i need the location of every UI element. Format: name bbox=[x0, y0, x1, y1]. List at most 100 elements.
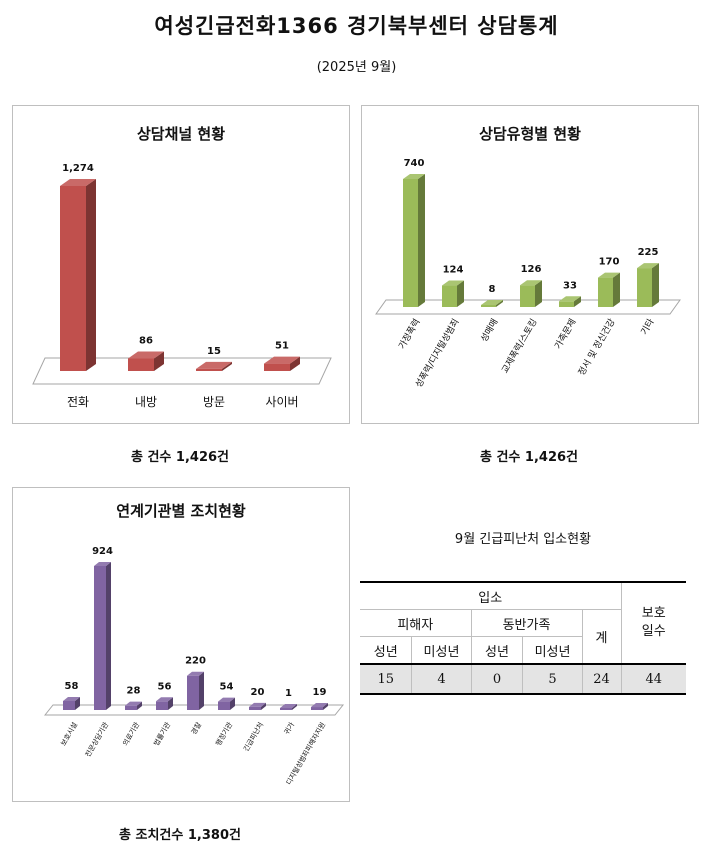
bar-1 bbox=[60, 179, 96, 371]
bar-front bbox=[520, 285, 535, 307]
bar-front bbox=[311, 707, 323, 710]
data-label: 20 bbox=[251, 687, 265, 698]
victim-minor-header: 미성년 bbox=[411, 636, 472, 665]
bar-side bbox=[292, 704, 297, 710]
bar-side bbox=[199, 671, 204, 710]
bar-side bbox=[496, 300, 503, 307]
bar-5 bbox=[559, 296, 581, 307]
data-label: 86 bbox=[139, 336, 153, 347]
data-label: 126 bbox=[521, 264, 542, 275]
bar-side bbox=[137, 701, 142, 710]
category-label: 기타 bbox=[639, 316, 657, 336]
bar-top bbox=[520, 280, 542, 286]
bar-front bbox=[63, 700, 75, 710]
data-label: 54 bbox=[220, 682, 234, 693]
bar-1 bbox=[63, 696, 80, 710]
bar-side bbox=[418, 174, 425, 307]
category-label: 방문 bbox=[203, 395, 225, 409]
bar-top bbox=[128, 351, 164, 359]
bar-side bbox=[168, 697, 173, 710]
bar-front bbox=[264, 363, 290, 371]
bar-side bbox=[106, 562, 111, 710]
bar-2 bbox=[94, 562, 111, 710]
bar-2 bbox=[128, 351, 164, 371]
type-chart: 상담유형별 현황 740 가정폭력 124 성폭력/디지털성범죄 8 성매매 126 교제폭력/… bbox=[375, 125, 681, 390]
category-label: 행정기관 bbox=[214, 720, 235, 747]
bar-top bbox=[264, 356, 300, 364]
bar-1 bbox=[403, 174, 425, 307]
bar-side bbox=[86, 179, 96, 371]
chart-panel-channel: 상담채널 현황 1,274 전화 86 내방 15 방문 51 사이버 bbox=[12, 105, 350, 424]
bar-front bbox=[196, 368, 222, 371]
bar-side bbox=[154, 351, 164, 371]
category-label: 전화 bbox=[67, 395, 89, 409]
bar-front bbox=[559, 301, 574, 307]
total-header: 계 bbox=[581, 609, 622, 665]
bar-front bbox=[187, 675, 199, 710]
bar-top bbox=[598, 272, 620, 278]
bar-3 bbox=[196, 361, 232, 371]
data-label: 19 bbox=[313, 687, 327, 698]
bar-front bbox=[128, 358, 154, 371]
category-label: 정서 및 정신건강 bbox=[575, 317, 617, 378]
family-adult-value: 0 bbox=[470, 663, 524, 695]
category-label: 가족문제 bbox=[553, 317, 579, 351]
bar-top bbox=[156, 697, 173, 702]
bar-top bbox=[637, 263, 659, 269]
protection-days-header-text: 보호 일수 bbox=[641, 606, 666, 639]
victim-adult-value: 15 bbox=[360, 663, 413, 695]
bar-top bbox=[311, 703, 328, 708]
bar-top bbox=[63, 696, 80, 701]
data-label: 51 bbox=[275, 341, 289, 352]
victim-header: 피해자 bbox=[360, 609, 472, 637]
category-label: 성매매 bbox=[479, 317, 501, 344]
data-label: 56 bbox=[158, 681, 172, 692]
family-header: 동반가족 bbox=[470, 609, 583, 637]
bar-side bbox=[261, 702, 266, 710]
victim-adult-header: 성년 bbox=[360, 636, 413, 665]
data-label: 124 bbox=[443, 265, 464, 276]
bar-6 bbox=[598, 272, 620, 307]
bar-front bbox=[94, 566, 106, 710]
admission-header: 입소 bbox=[360, 581, 622, 610]
category-label: 법률기관 bbox=[152, 720, 173, 747]
table-row: 15 4 0 5 24 44 bbox=[360, 663, 686, 695]
category-label: 성폭력/디지털성범죄 bbox=[412, 317, 461, 390]
category-label: 전문상담기관 bbox=[83, 720, 110, 758]
shelter-table-title: 9월 긴급피난처 입소현황 bbox=[454, 532, 592, 547]
bar-7 bbox=[249, 702, 266, 710]
bar-side bbox=[290, 356, 300, 371]
bar-top bbox=[481, 300, 503, 305]
bar-front bbox=[249, 706, 261, 710]
channel-total: 총 건수 1,426건 bbox=[130, 450, 229, 465]
category-label: 보호시설 bbox=[59, 721, 79, 747]
bar-top bbox=[280, 704, 297, 708]
type-total: 총 건수 1,426건 bbox=[479, 450, 578, 465]
bar-top bbox=[249, 702, 266, 707]
category-label: 교제폭력/스토킹 bbox=[499, 317, 540, 376]
family-minor-value: 5 bbox=[522, 663, 583, 695]
data-label: 1 bbox=[285, 688, 292, 699]
bar-front bbox=[280, 708, 292, 710]
bar-front bbox=[403, 179, 418, 307]
bar-side bbox=[230, 697, 235, 710]
bar-side bbox=[222, 361, 232, 371]
chart-title: 상담유형별 현황 bbox=[479, 125, 581, 143]
bar-top bbox=[559, 296, 581, 302]
bar-front bbox=[125, 705, 137, 710]
bar-5 bbox=[187, 671, 204, 710]
bar-3 bbox=[481, 300, 503, 307]
agency-total: 총 조치건수 1,380건 bbox=[119, 828, 241, 843]
bar-top bbox=[403, 174, 425, 179]
category-label: 내방 bbox=[135, 395, 157, 409]
bar-top bbox=[94, 562, 111, 566]
data-label: 924 bbox=[92, 546, 113, 557]
family-minor-header: 미성년 bbox=[522, 636, 583, 665]
chart-panel-type: 상담유형별 현황 740 가정폭력 124 성폭력/디지털성범죄 8 성매매 126 교제폭력/… bbox=[361, 105, 699, 424]
data-label: 1,274 bbox=[62, 163, 94, 174]
bar-front bbox=[218, 701, 230, 710]
chart-panel-agency: 연계기관별 조치현황 58 보호시설 924 전문상담기관 28 의료기관 56 법률기관 220… bbox=[12, 487, 350, 802]
bar-front bbox=[156, 701, 168, 710]
data-label: 33 bbox=[563, 280, 577, 291]
bar-top bbox=[196, 361, 232, 369]
